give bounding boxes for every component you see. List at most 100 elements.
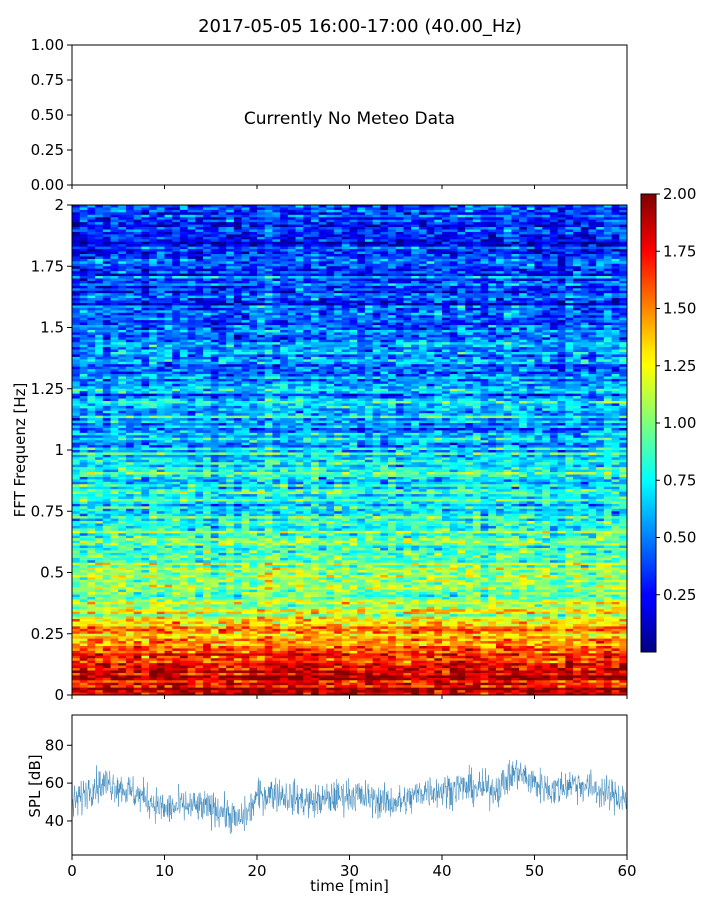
heatmap-cell	[172, 344, 181, 348]
heatmap-cell	[603, 229, 612, 233]
heatmap-cell	[187, 312, 196, 316]
heatmap-cell	[125, 339, 135, 343]
heatmap-cell	[465, 298, 474, 301]
heatmap-cell	[318, 217, 327, 221]
heatmap-cell	[264, 266, 273, 270]
heatmap-cell	[442, 205, 451, 208]
heatmap-cell	[172, 327, 181, 331]
heatmap-cell	[179, 359, 189, 363]
heatmap-cell	[395, 298, 404, 301]
heatmap-cell	[341, 305, 350, 309]
heatmap-cell	[349, 224, 358, 228]
heatmap-cell	[388, 293, 397, 297]
heatmap-cell	[264, 271, 273, 274]
heatmap-cell	[403, 214, 412, 218]
heatmap-cell	[465, 246, 474, 250]
heatmap-cell	[619, 290, 628, 294]
heatmap-cell	[87, 244, 96, 248]
heatmap-cell	[295, 280, 304, 284]
heatmap-cell	[249, 337, 258, 341]
heatmap-cell	[110, 256, 119, 260]
heatmap-cell	[172, 285, 181, 289]
heatmap-cell	[287, 293, 296, 297]
heatmap-cell	[264, 263, 273, 267]
heatmap-cell	[573, 344, 582, 348]
heatmap-cell	[102, 295, 111, 299]
heatmap-cell	[619, 369, 628, 372]
heatmap-cell	[426, 219, 435, 223]
heatmap-cell	[411, 342, 420, 346]
heatmap-cell	[272, 352, 281, 355]
heatmap-cell	[449, 317, 458, 321]
heatmap-cell	[280, 251, 289, 255]
heatmap-cell	[179, 327, 189, 331]
heatmap-cell	[310, 263, 320, 267]
heatmap-cell	[257, 251, 266, 255]
heatmap-cell	[457, 271, 466, 274]
heatmap-cell	[233, 229, 242, 233]
heatmap-cell	[388, 278, 397, 282]
heatmap-cell	[519, 300, 528, 304]
heatmap-cell	[179, 236, 189, 240]
heatmap-cell	[596, 261, 605, 265]
heatmap-cell	[480, 280, 489, 284]
heatmap-cell	[349, 303, 358, 306]
heatmap-cell	[565, 356, 574, 360]
heatmap-cell	[303, 231, 312, 235]
heatmap-cell	[179, 251, 189, 255]
heatmap-cell	[203, 254, 212, 257]
heatmap-cell	[449, 205, 458, 208]
heatmap-cell	[573, 231, 582, 235]
heatmap-cell	[310, 312, 320, 316]
heatmap-cell	[341, 322, 350, 326]
heatmap-cell	[565, 217, 574, 221]
heatmap-cell	[388, 300, 397, 304]
heatmap-cell	[472, 334, 481, 338]
heatmap-cell	[310, 266, 320, 270]
heatmap-cell	[79, 258, 88, 262]
heatmap-cell	[310, 227, 320, 230]
heatmap-cell	[249, 344, 258, 348]
heatmap-cell	[203, 273, 212, 277]
heatmap-cell	[334, 339, 343, 343]
heatmap-cell	[542, 315, 551, 319]
heatmap-cell	[203, 244, 212, 248]
heatmap-cell	[526, 288, 535, 292]
heatmap-cell	[164, 283, 173, 287]
heatmap-cell	[156, 222, 165, 225]
heatmap-cell	[195, 322, 204, 326]
heatmap-cell	[372, 303, 381, 306]
heatmap-cell	[526, 217, 535, 221]
heatmap-cell	[557, 263, 566, 267]
heatmap-cell	[542, 222, 551, 225]
heatmap-cell	[488, 300, 497, 304]
heatmap-cell	[411, 217, 420, 221]
heatmap-cell	[426, 217, 435, 221]
heatmap-cell	[295, 300, 304, 304]
heatmap-cell	[580, 273, 589, 277]
heatmap-cell	[241, 347, 250, 350]
heatmap-cell	[218, 276, 227, 279]
heatmap-cell	[203, 305, 212, 309]
heatmap-cell	[480, 219, 489, 223]
heatmap-cell	[573, 310, 582, 314]
heatmap-cell	[411, 322, 420, 326]
heatmap-cell	[249, 366, 258, 370]
heatmap-cell	[495, 214, 505, 218]
heatmap-cell	[357, 222, 366, 225]
heatmap-cell	[280, 209, 289, 213]
heatmap-cell	[303, 359, 312, 363]
heatmap-cell	[418, 356, 427, 360]
heatmap-cell	[110, 229, 119, 233]
heatmap-cell	[565, 317, 574, 321]
heatmap-cell	[287, 261, 296, 265]
heatmap-cell	[156, 268, 165, 272]
heatmap-cell	[334, 305, 343, 309]
heatmap-cell	[203, 236, 212, 240]
heatmap-cell	[557, 305, 566, 309]
heatmap-cell	[303, 209, 312, 213]
heatmap-cell	[210, 209, 219, 213]
heatmap-cell	[280, 231, 289, 235]
heatmap-cell	[195, 315, 204, 319]
heatmap-cell	[380, 295, 389, 299]
